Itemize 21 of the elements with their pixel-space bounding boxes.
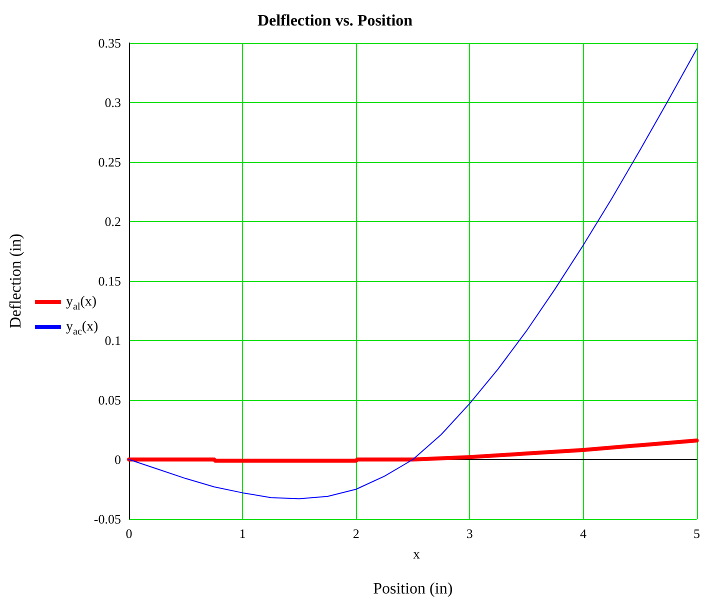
y-tick-label: 0.15 [98, 274, 121, 288]
y-tick-label: 0.2 [104, 214, 121, 229]
y-tick-label: 0.1 [104, 333, 121, 348]
x-tick-label: 1 [239, 526, 246, 541]
y-tick-label: 0 [114, 452, 121, 467]
text: x [413, 548, 420, 562]
x-tick-label: 3 [466, 526, 473, 541]
y-tick-label: 0.35 [98, 36, 121, 50]
x-tick-label: 0 [126, 526, 132, 541]
line-series [127, 438, 699, 463]
x-tick-label: 5 [694, 526, 700, 541]
y-axis-title: Deflection (in) [8, 234, 24, 328]
y-tick-label: 0.05 [98, 392, 121, 408]
x-axis-title: Position (in) [373, 580, 453, 598]
y-tick-label: 0.3 [104, 95, 121, 110]
line-series [128, 48, 698, 500]
y-tick-label: 0.25 [98, 154, 121, 170]
y-tick-label: -0.05 [94, 512, 121, 526]
chart-title: Delflection vs. Position [257, 12, 413, 30]
x-tick-label: 2 [352, 526, 360, 541]
x-tick-label: 4 [580, 526, 587, 541]
